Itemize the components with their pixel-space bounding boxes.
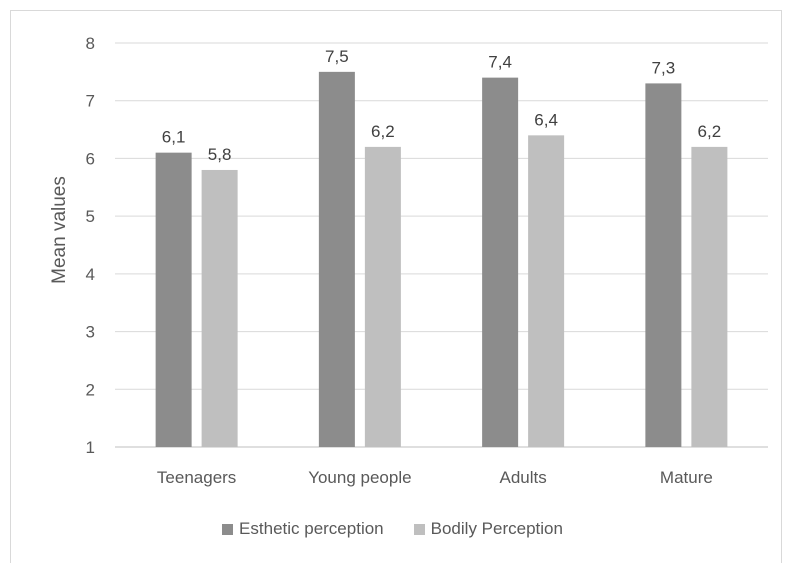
data-labels: 6,1 5,8 7,5 6,2 7,4 6,4 7,3 6,2 [162,47,721,164]
y-tick-label: 8 [86,34,95,53]
data-label: 6,2 [371,122,395,141]
data-label: 6,1 [162,128,186,147]
data-label: 6,4 [534,110,558,129]
bar-bodily [364,146,401,447]
legend-swatch-bodily [413,523,425,535]
x-tick-label: Teenagers [157,468,236,487]
y-tick-label: 6 [86,149,95,168]
bar-bodily [528,135,565,448]
legend-label-esthetic: Esthetic perception [239,519,384,538]
data-label: 6,2 [698,122,722,141]
y-tick-label: 7 [86,92,95,111]
data-label: 7,4 [488,53,512,72]
bars [155,71,728,448]
bar-esthetic [155,152,192,447]
legend-item-bodily: Bodily Perception [413,519,563,539]
legend: Esthetic perception Bodily Perception [0,519,785,539]
bar-bodily [691,146,728,447]
y-tick-label: 5 [86,207,95,226]
data-label: 5,8 [208,145,232,164]
y-tick-label: 1 [86,438,95,457]
legend-label-bodily: Bodily Perception [430,519,563,538]
x-tick-label: Mature [660,468,713,487]
x-tick-label: Adults [500,468,547,487]
bar-esthetic [645,83,682,448]
data-label: 7,3 [652,58,676,77]
y-tick-label: 3 [86,323,95,342]
chart-frame [10,10,782,563]
x-tick-label: Young people [308,468,411,487]
legend-item-esthetic: Esthetic perception [222,519,384,539]
y-tick-label: 4 [86,265,95,284]
bar-bodily [201,169,238,447]
y-axis-label: Mean values [49,176,70,284]
x-tick-labels: Teenagers Young people Adults Mature [157,468,713,487]
bar-esthetic [482,77,519,447]
legend-swatch-esthetic [222,523,234,535]
data-label: 7,5 [325,47,349,66]
y-tick-labels: 1 2 3 4 5 6 7 8 [86,34,95,457]
y-tick-label: 2 [86,380,95,399]
bar-esthetic [318,71,355,447]
